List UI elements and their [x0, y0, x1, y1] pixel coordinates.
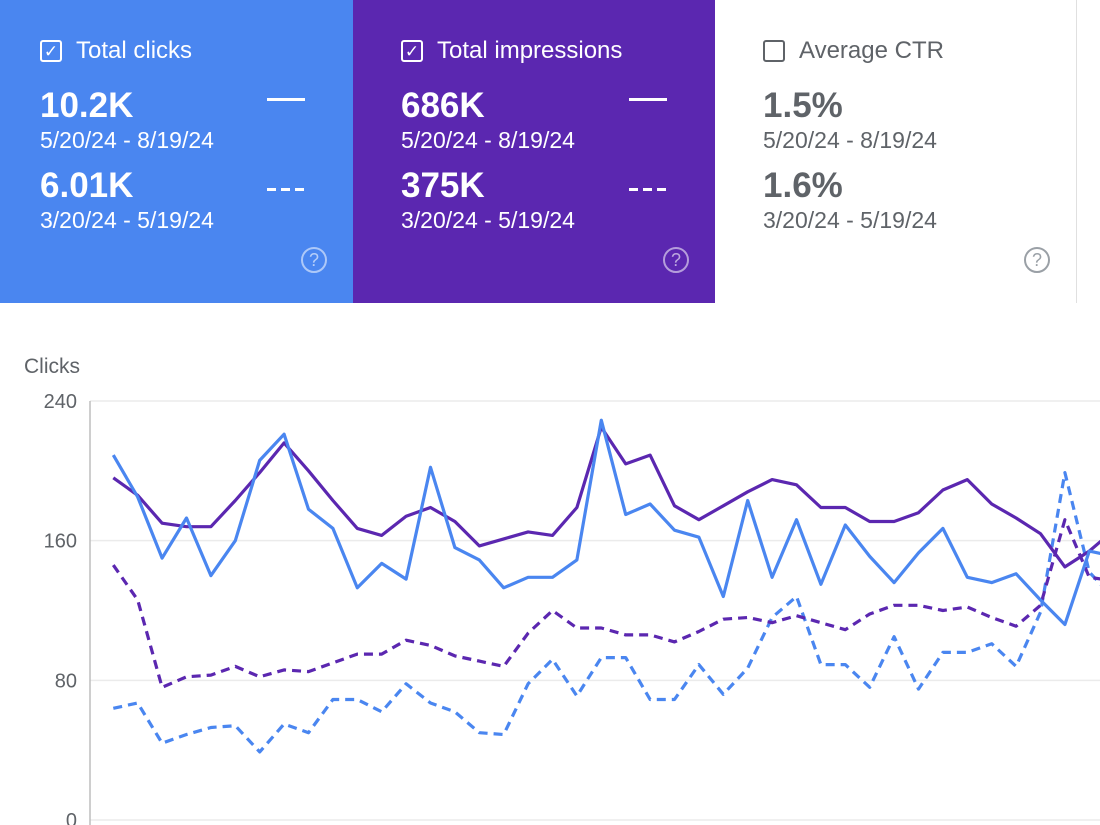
- previous-value: 375K: [401, 166, 485, 205]
- dashed-line-legend-icon: [629, 188, 667, 191]
- total-impressions-card[interactable]: ✓ Total impressions 686K 5/20/24 - 8/19/2…: [353, 0, 715, 303]
- card-label: Total impressions: [437, 37, 623, 64]
- previous-range: 3/20/24 - 5/19/24: [401, 207, 575, 233]
- y-tick-label: 240: [44, 391, 77, 413]
- card-label: Total clicks: [76, 37, 193, 64]
- previous-range: 3/20/24 - 5/19/24: [763, 207, 937, 233]
- help-circle-icon[interactable]: ?: [301, 247, 327, 273]
- y-axis-label: Clicks: [24, 355, 80, 378]
- current-value: 10.2K: [40, 86, 134, 125]
- current-range: 5/20/24 - 8/19/24: [401, 127, 575, 153]
- current-range: 5/20/24 - 8/19/24: [40, 127, 214, 153]
- previous-value: 6.01K: [40, 166, 134, 205]
- solid-line-legend-icon: [267, 98, 305, 101]
- card-label: Average CTR: [799, 37, 944, 64]
- dashed-line-legend-icon: [267, 188, 305, 191]
- y-tick-label: 0: [66, 810, 77, 825]
- series-line-impressions-current[interactable]: [112, 425, 1100, 569]
- previous-value: 1.6%: [763, 166, 843, 205]
- help-circle-icon[interactable]: ?: [1024, 247, 1050, 273]
- series-line-clicks-current[interactable]: [111, 418, 1100, 627]
- y-tick-label: 80: [55, 670, 77, 692]
- current-value: 1.5%: [763, 86, 843, 125]
- y-tick-label: 160: [44, 531, 77, 553]
- average-ctr-card[interactable]: Average CTR 1.5% 5/20/24 - 8/19/24 1.6% …: [715, 0, 1077, 303]
- total-clicks-card[interactable]: ✓ Total clicks 10.2K 5/20/24 - 8/19/24 6.…: [0, 0, 353, 303]
- help-circle-icon[interactable]: ?: [663, 247, 689, 273]
- series-line-clicks-previous[interactable]: [112, 471, 1100, 754]
- checkbox-unchecked-icon[interactable]: [763, 40, 785, 62]
- solid-line-legend-icon: [629, 98, 667, 101]
- checkbox-checked-icon[interactable]: ✓: [40, 40, 62, 62]
- previous-range: 3/20/24 - 5/19/24: [40, 207, 214, 233]
- series-line-impressions-previous[interactable]: [111, 518, 1100, 689]
- current-range: 5/20/24 - 8/19/24: [763, 127, 937, 153]
- current-value: 686K: [401, 86, 485, 125]
- checkbox-checked-icon[interactable]: ✓: [401, 40, 423, 62]
